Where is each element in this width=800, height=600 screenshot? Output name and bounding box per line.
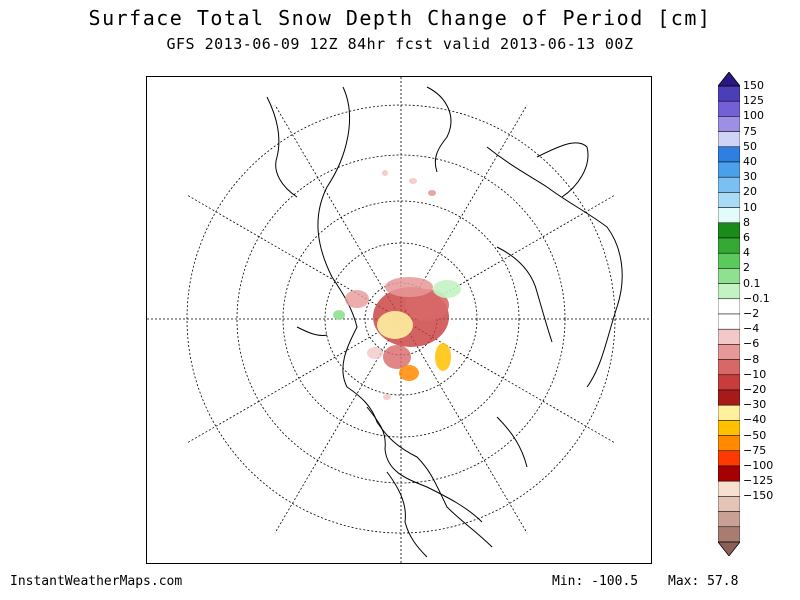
legend-swatch — [718, 435, 740, 452]
legend-tick-label: −50 — [743, 428, 767, 442]
legend-tick-label: 125 — [743, 94, 764, 108]
legend-swatch — [718, 298, 740, 315]
legend-swatch — [718, 222, 740, 239]
legend-swatch — [718, 313, 740, 330]
legend-swatch — [718, 283, 740, 300]
polar-map — [146, 76, 652, 564]
legend-swatch — [718, 85, 740, 102]
color-legend-bar — [718, 72, 740, 556]
legend-tick-label: 2 — [743, 261, 750, 275]
legend-swatch — [718, 207, 740, 224]
snow-change-fields — [333, 170, 461, 400]
legend-tick-label: −10 — [743, 367, 767, 381]
legend-swatch — [718, 404, 740, 421]
legend-swatch — [718, 192, 740, 208]
legend-swatch — [718, 511, 740, 528]
legend-swatch — [718, 389, 740, 406]
legend-swatch — [718, 131, 740, 148]
legend-swatch — [718, 176, 740, 193]
legend-tick-label: −30 — [743, 398, 767, 412]
legend-swatch — [718, 100, 740, 117]
legend-swatch — [718, 116, 740, 132]
legend-tick-label: 10 — [743, 200, 757, 214]
legend-tick-label: 20 — [743, 185, 757, 199]
legend-tick-label: −8 — [743, 352, 760, 366]
legend-swatch — [718, 328, 740, 345]
legend-swatch — [718, 359, 740, 376]
legend-swatch — [718, 496, 740, 512]
legend-swatch — [718, 374, 740, 391]
legend-swatch — [718, 420, 740, 436]
map-title: Surface Total Snow Depth Change of Perio… — [88, 6, 712, 30]
legend-swatches — [718, 85, 740, 543]
legend-tick-label: −100 — [743, 459, 774, 472]
legend-tick-label: 0.1 — [743, 276, 761, 290]
legend-swatch — [718, 526, 740, 543]
legend-tick-label: −2 — [743, 307, 760, 320]
max-value: Max: 57.8 — [668, 574, 739, 589]
legend-swatch — [718, 268, 740, 284]
legend-tick-label: 100 — [743, 109, 764, 123]
legend-swatch — [718, 465, 740, 482]
legend-tick-label: 30 — [743, 170, 757, 184]
legend-tick-label: 150 — [743, 79, 764, 92]
legend-tick-label: 40 — [743, 155, 757, 168]
legend-tick-label: −125 — [743, 474, 774, 488]
legend-tick-label: 8 — [743, 215, 750, 229]
legend-tick-label: −4 — [743, 322, 760, 336]
legend-swatch — [718, 161, 740, 178]
legend-tick-label: −150 — [743, 489, 774, 503]
legend-tick-label: 50 — [743, 139, 757, 153]
legend-swatch — [718, 252, 740, 269]
legend-tick-label: −75 — [743, 443, 767, 457]
legend-tick-label: −20 — [743, 383, 767, 396]
legend-tick-label: 4 — [743, 246, 750, 260]
legend-tick-label: −40 — [743, 413, 767, 427]
legend-swatch — [718, 450, 740, 467]
legend-tick-label: 6 — [743, 231, 750, 244]
min-value: Min: -100.5 — [552, 574, 639, 589]
legend-swatch — [718, 480, 740, 497]
source-label: InstantWeatherMaps.com — [10, 574, 183, 589]
legend-top-arrow — [718, 72, 740, 87]
legend-tick-label: 75 — [743, 124, 757, 138]
legend-tick-label: −6 — [743, 337, 760, 351]
coastlines — [266, 86, 623, 558]
legend-bottom-arrow — [718, 541, 740, 556]
polar-stereographic-map-svg — [147, 77, 651, 563]
legend-tick-label: −0.1 — [743, 291, 770, 305]
map-subtitle: GFS 2013-06-09 12Z 84hr fcst valid 2013-… — [166, 35, 634, 53]
legend-swatch — [718, 146, 740, 163]
legend-swatch — [718, 344, 740, 360]
legend-swatch — [718, 237, 740, 254]
